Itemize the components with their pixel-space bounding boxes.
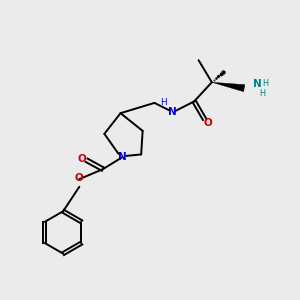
- Polygon shape: [212, 82, 245, 92]
- Text: H: H: [262, 79, 268, 88]
- Text: O: O: [203, 118, 212, 128]
- Text: N: N: [253, 79, 262, 89]
- Text: O: O: [75, 173, 84, 183]
- Text: O: O: [77, 154, 86, 164]
- Text: H: H: [160, 98, 166, 107]
- Text: N: N: [118, 152, 126, 162]
- Text: N: N: [168, 107, 176, 117]
- Text: H: H: [259, 89, 265, 98]
